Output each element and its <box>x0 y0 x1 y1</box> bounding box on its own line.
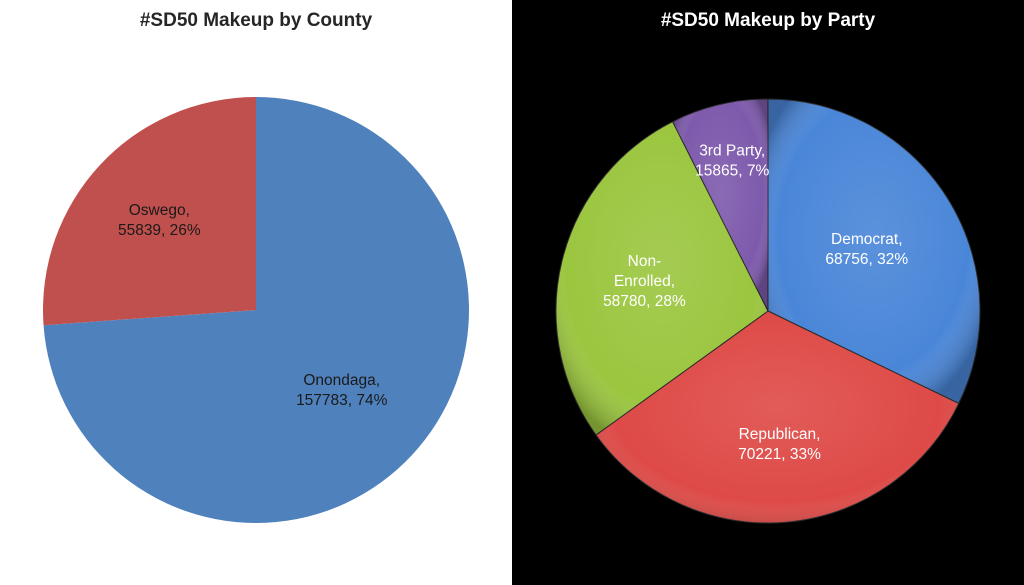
data-label-3rd-party: 3rd Party, 15865, 7% <box>695 142 769 179</box>
county-pie-chart: Onondaga, 157783, 74% Oswego, 55839, 26% <box>43 97 470 523</box>
party-chart-panel: #SD50 Makeup by Party Democrat, 68756, 32… <box>512 0 1024 585</box>
data-label-republican: Republican, 70221, 33% <box>738 426 821 463</box>
county-chart-title: #SD50 Makeup by County <box>139 10 373 31</box>
data-label-line: 70221, 33% <box>738 446 821 463</box>
data-label-line: 3rd Party, <box>699 142 765 159</box>
data-label-line: Oswego, <box>129 202 190 219</box>
pie-slice-shade-3rd-party <box>672 99 768 311</box>
data-label-line: 157783, 74% <box>296 392 388 409</box>
data-label-line: 58780, 28% <box>603 293 686 310</box>
data-label-line: Enrolled, <box>614 273 675 290</box>
party-chart-title: #SD50 Makeup by Party <box>660 10 876 31</box>
pie-slice-shade-non-enrolled <box>556 121 768 435</box>
party-pie-chart: Democrat, 68756, 32% Republican, 70221, 33%… <box>555 98 981 524</box>
data-label-onondaga: Onondaga, 157783, 74% <box>296 372 388 409</box>
pie-slice-shade-democrat <box>768 99 980 404</box>
data-label-line: Onondaga, <box>303 372 380 389</box>
pie-slice-onondaga <box>43 97 470 523</box>
data-label-line: Republican, <box>739 426 821 443</box>
pie-slice-oswego <box>43 97 256 326</box>
data-label-democrat: Democrat, 68756, 32% <box>825 231 908 268</box>
data-label-non-enrolled: Non- Enrolled, 58780, 28% <box>603 253 686 310</box>
data-label-line: Non- <box>628 253 662 270</box>
data-label-line: 15865, 7% <box>695 162 769 179</box>
county-chart-panel: #SD50 Makeup by County Onondaga, 157783, … <box>43 10 470 523</box>
data-label-line: 55839, 26% <box>118 222 201 239</box>
data-label-line: 68756, 32% <box>825 251 908 268</box>
data-label-oswego: Oswego, 55839, 26% <box>118 202 201 239</box>
data-label-line: Democrat, <box>831 231 903 248</box>
pie-slice-shade-republican <box>596 311 959 524</box>
